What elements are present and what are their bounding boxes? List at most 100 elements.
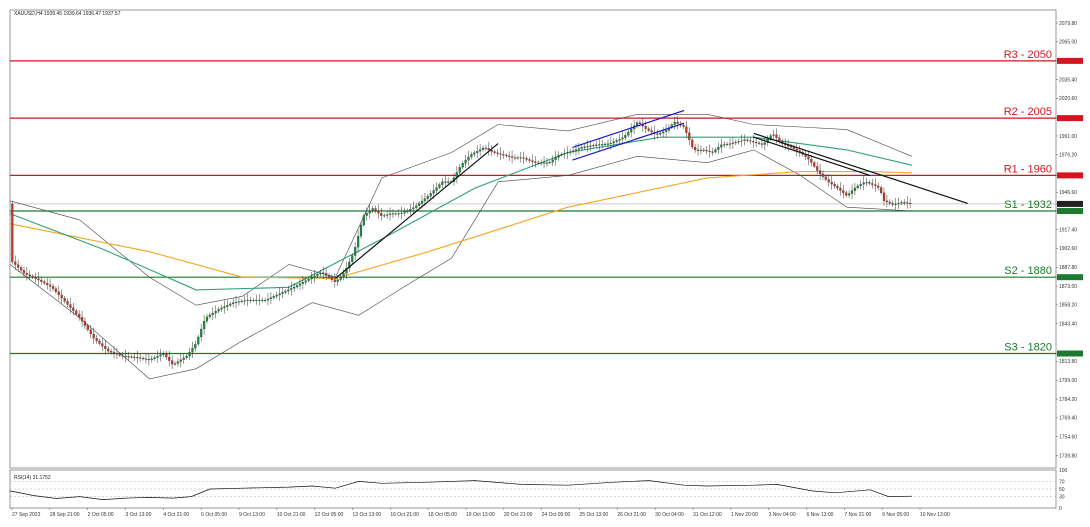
candle-body xyxy=(287,289,290,292)
candle-body xyxy=(391,213,395,215)
candle-body xyxy=(467,156,470,161)
candle-body xyxy=(66,301,69,305)
time-tick-label-20: 3 Nov 04:00 xyxy=(769,512,796,518)
candle-body xyxy=(54,288,58,292)
candle-body xyxy=(327,275,331,278)
time-tick-label-16: 26 Oct 21:00 xyxy=(617,512,646,518)
candle-body xyxy=(139,357,142,359)
candle-body xyxy=(275,294,278,297)
candle-body xyxy=(731,142,735,144)
candle-body xyxy=(104,346,107,349)
candle-body xyxy=(464,160,467,164)
rsi-tick-label-2: 50 xyxy=(1059,487,1065,493)
candle-body xyxy=(264,299,267,301)
price-tick-label-0: 2079.80 xyxy=(1059,21,1077,27)
candle-body xyxy=(342,273,345,277)
time-tick-label-18: 31 Oct 12:00 xyxy=(693,512,722,518)
rsi-header: RSI(14) 31.1752 xyxy=(14,475,51,481)
candle-body xyxy=(429,193,432,197)
candle-body xyxy=(211,312,214,316)
time-tick-label-3: 3 Oct 13:00 xyxy=(126,512,152,518)
candle-body xyxy=(877,185,880,188)
candle-body xyxy=(278,293,281,296)
price-tick-label-6: 1991.00 xyxy=(1059,134,1077,140)
candle-body xyxy=(496,152,499,154)
candle-body xyxy=(702,149,705,151)
candle-body xyxy=(14,261,17,265)
time-tick-label-14: 24 Oct 05:00 xyxy=(542,512,571,518)
candle-body xyxy=(388,213,392,215)
candle-body xyxy=(531,160,534,162)
candle-body xyxy=(150,358,153,360)
candle-body xyxy=(95,338,98,341)
candle-body xyxy=(621,137,624,140)
candle-body xyxy=(272,296,275,298)
candle-body xyxy=(261,299,264,301)
level-price-tag-0 xyxy=(1057,57,1083,64)
candle-body xyxy=(603,143,607,145)
candle-body xyxy=(19,267,23,271)
candle-body xyxy=(583,146,586,148)
candle-body xyxy=(136,357,139,359)
candle-body xyxy=(856,185,859,189)
level-price-tag-2 xyxy=(1057,172,1083,179)
candle-body xyxy=(888,201,891,204)
candle-body xyxy=(325,273,328,276)
candle-body xyxy=(586,146,589,148)
candle-body xyxy=(551,159,554,163)
candle-body xyxy=(763,142,766,145)
time-tick-label-5: 6 Oct 05:00 xyxy=(201,512,227,518)
price-tick-label-12: 1917.40 xyxy=(1059,227,1077,233)
candle-body xyxy=(818,170,822,175)
candle-body xyxy=(821,173,825,177)
candle-body xyxy=(435,187,438,191)
candle-body xyxy=(118,354,121,356)
candle-body xyxy=(40,279,43,282)
candle-body xyxy=(525,158,528,160)
time-tick-label-19: 1 Nov 20:00 xyxy=(731,512,758,518)
candle-body xyxy=(397,213,400,215)
candle-body xyxy=(720,144,723,148)
candle-body xyxy=(473,152,476,155)
candle-body xyxy=(403,211,406,214)
candle-body xyxy=(882,192,886,201)
candle-body xyxy=(900,202,903,204)
candle-body xyxy=(479,149,482,152)
price-tick-label-7: 1976.20 xyxy=(1059,153,1077,159)
candle-body xyxy=(574,149,578,151)
candle-body xyxy=(833,184,836,187)
candle-body xyxy=(441,181,444,185)
candle-body xyxy=(133,356,136,358)
candle-body xyxy=(72,307,75,311)
candle-body xyxy=(705,150,708,152)
candle-body xyxy=(447,181,450,183)
candle-body xyxy=(813,162,816,167)
candle-body xyxy=(69,304,72,308)
candle-body xyxy=(31,275,34,278)
candle-body xyxy=(694,146,697,151)
price-tick-label-24: 1754.60 xyxy=(1059,435,1077,441)
candle-body xyxy=(737,141,740,143)
candle-body xyxy=(615,140,618,142)
candle-body xyxy=(708,150,711,152)
candle-body xyxy=(897,203,900,205)
candle-body xyxy=(220,307,223,310)
time-tick-label-6: 9 Oct 13:00 xyxy=(239,512,265,518)
candle-body xyxy=(879,187,883,193)
time-tick-label-17: 30 Oct 04:00 xyxy=(655,512,684,518)
candle-body xyxy=(563,153,566,155)
rsi-axis-ticks: 100 70 50 30 0 xyxy=(1059,468,1068,512)
candle-body xyxy=(903,202,906,204)
candle-body xyxy=(86,325,89,330)
candle-body xyxy=(336,279,339,282)
price-tick-label-13: 1902.60 xyxy=(1059,246,1077,252)
candle-body xyxy=(830,182,833,185)
candle-body xyxy=(740,140,743,142)
candle-body xyxy=(862,182,865,185)
candle-body xyxy=(92,333,95,339)
candle-body xyxy=(351,255,354,263)
candle-body xyxy=(333,279,336,282)
candle-body xyxy=(891,203,894,205)
candle-body xyxy=(319,272,322,275)
candle-body xyxy=(850,190,854,194)
